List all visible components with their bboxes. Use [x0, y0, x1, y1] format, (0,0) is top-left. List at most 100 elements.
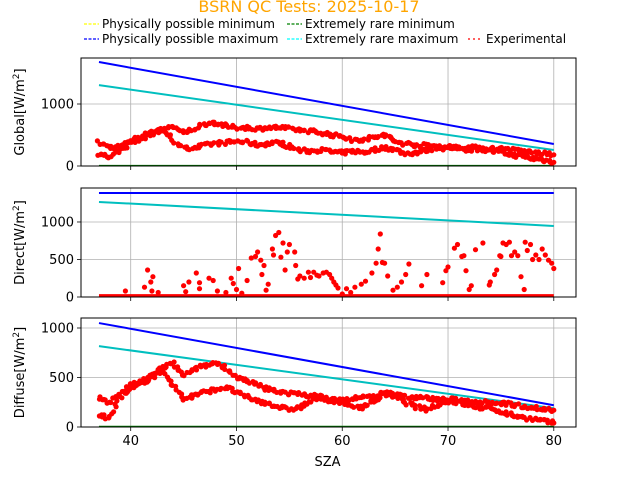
data-point — [400, 142, 406, 148]
experimental-series — [98, 229, 557, 297]
data-point — [234, 126, 240, 132]
data-point — [148, 279, 154, 285]
data-point — [210, 277, 216, 284]
limit-line-phys-max — [98, 322, 554, 407]
data-point — [116, 391, 122, 397]
data-point — [222, 366, 228, 372]
data-point — [382, 134, 388, 140]
data-point — [297, 149, 303, 155]
data-point — [402, 392, 408, 398]
data-point — [494, 267, 500, 273]
data-point — [352, 284, 358, 290]
data-point — [218, 385, 224, 391]
data-point — [178, 143, 184, 149]
data-point — [301, 127, 307, 134]
xtick-label: 80 — [546, 434, 563, 449]
data-point — [262, 401, 268, 407]
data-point — [506, 239, 512, 245]
data-point — [291, 145, 297, 152]
data-point — [551, 265, 557, 272]
data-point — [248, 255, 254, 261]
xtick-label: 40 — [122, 434, 139, 449]
data-point — [94, 138, 100, 144]
data-point — [193, 367, 200, 373]
experimental-series — [96, 359, 557, 426]
data-point — [293, 262, 299, 269]
data-point — [206, 275, 212, 281]
data-point — [447, 143, 453, 149]
data-point — [155, 289, 161, 296]
data-point — [261, 262, 267, 269]
legend-item: Extremely rare minimum — [287, 17, 455, 31]
data-point — [489, 145, 496, 151]
data-point — [375, 246, 381, 252]
data-point — [197, 362, 203, 368]
data-point — [233, 286, 240, 293]
data-point — [150, 274, 156, 280]
data-point — [398, 279, 405, 285]
data-point — [551, 159, 557, 165]
data-point — [278, 254, 284, 260]
panel-direct: 0 500 1000 Direct[W/m2] — [12, 187, 577, 306]
ytick-label: 0 — [66, 160, 74, 175]
panel-global: 0 1000 Global[W/m2] — [12, 57, 577, 175]
data-point — [521, 286, 527, 293]
data-point — [468, 283, 474, 289]
data-point — [262, 387, 268, 393]
data-point — [255, 249, 261, 255]
data-point — [186, 279, 192, 285]
data-point — [454, 241, 461, 248]
data-point — [487, 279, 493, 285]
data-point — [466, 286, 472, 293]
legend-item: Extremely rare maximum — [287, 32, 458, 46]
data-point — [258, 257, 264, 263]
data-point — [316, 273, 322, 279]
data-point — [472, 247, 479, 253]
data-point — [394, 284, 400, 290]
data-point — [390, 287, 396, 293]
data-point — [339, 291, 345, 297]
data-point — [236, 265, 242, 272]
data-point — [348, 138, 355, 144]
ytick-label: 500 — [49, 371, 74, 386]
y-axis-label: Direct[W/m2] — [12, 200, 28, 285]
ytick-label: 1000 — [41, 321, 74, 336]
data-point — [504, 412, 510, 418]
limit-line-rare-max — [98, 345, 554, 410]
data-point — [301, 275, 307, 281]
data-point — [551, 420, 557, 426]
data-point — [524, 247, 530, 254]
data-point — [424, 406, 430, 412]
legend-item: Experimental — [468, 32, 566, 46]
y-axis-label: Global[W/m2] — [12, 68, 28, 155]
data-point — [440, 280, 446, 286]
data-point — [529, 150, 535, 156]
data-point — [539, 246, 545, 252]
data-point — [492, 271, 498, 278]
data-point — [485, 147, 491, 153]
data-point — [305, 269, 311, 275]
data-point — [361, 136, 367, 142]
data-point — [508, 253, 515, 259]
limit-line-rare-max — [98, 84, 554, 151]
data-point — [545, 420, 551, 426]
data-point — [282, 267, 288, 273]
data-point — [168, 378, 174, 384]
ytick-label: 0 — [66, 421, 74, 436]
data-point — [108, 399, 114, 406]
data-point — [348, 289, 354, 296]
data-point — [257, 383, 263, 389]
data-point — [207, 390, 213, 396]
data-point — [297, 273, 303, 279]
data-point — [285, 124, 292, 130]
data-point — [424, 271, 430, 278]
data-point — [445, 264, 451, 270]
legend-item: Physically possible maximum — [84, 32, 278, 46]
axes-frame — [80, 187, 577, 298]
data-point — [551, 407, 557, 413]
xtick-label: 50 — [228, 434, 245, 449]
limit-line-phys-max — [98, 61, 554, 145]
legend-label: Extremely rare minimum — [305, 17, 455, 31]
data-point — [230, 280, 236, 287]
data-point — [142, 136, 148, 142]
